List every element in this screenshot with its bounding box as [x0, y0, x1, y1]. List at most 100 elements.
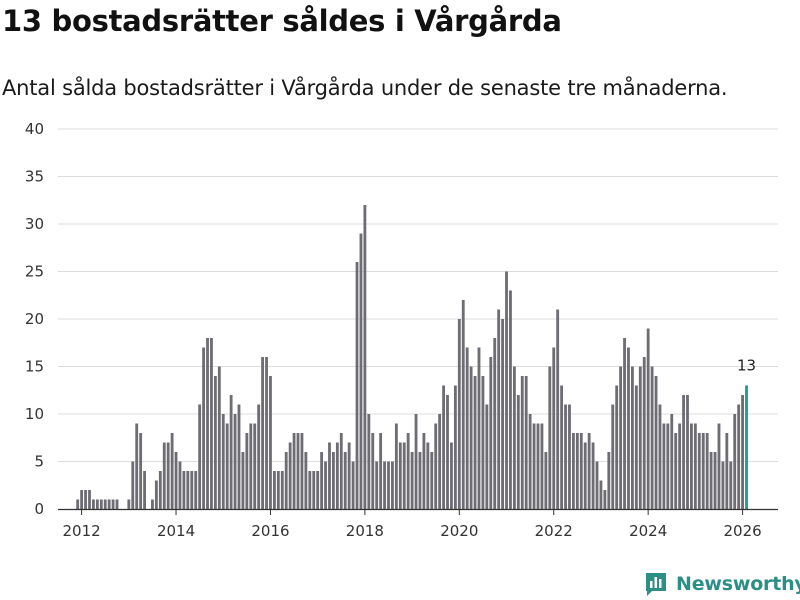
bar-79 [387, 461, 390, 509]
bar-53 [284, 452, 288, 509]
bar-136 [611, 404, 615, 509]
bar-56 [296, 433, 300, 509]
bar-170 [745, 385, 748, 509]
bar-67 [339, 433, 343, 509]
bar-19 [151, 499, 154, 509]
bar-4 [92, 499, 95, 509]
bar-164 [721, 461, 725, 509]
bar-119 [544, 452, 548, 509]
bar-30 [194, 471, 198, 509]
y-tick-label-15: 15 [25, 358, 44, 376]
bar-21 [158, 471, 162, 509]
bar-59 [308, 471, 312, 509]
bar-25 [174, 452, 178, 509]
y-tick-label-0: 0 [34, 500, 44, 518]
bar-94 [446, 395, 449, 509]
bar-series [76, 205, 748, 509]
x-tick-label-2012: 2012 [63, 522, 101, 540]
bar-0 [76, 499, 80, 509]
bar-153 [678, 423, 682, 509]
bar-17 [143, 471, 146, 509]
x-tick-label-2020: 2020 [440, 522, 478, 540]
bar-127 [575, 433, 579, 509]
bar-116 [532, 423, 536, 509]
bar-145 [646, 328, 650, 509]
bar-14 [131, 461, 135, 509]
bar-72 [359, 233, 363, 509]
bar-155 [686, 395, 689, 509]
bar-35 [213, 376, 217, 509]
bar-50 [272, 471, 276, 509]
bar-26 [178, 461, 182, 509]
x-tick-label-2022: 2022 [535, 522, 573, 540]
bar-32 [202, 347, 206, 509]
bar-6 [99, 499, 103, 509]
bar-82 [398, 442, 402, 509]
y-axis: 0 5 10 15 20 25 30 35 40 [25, 120, 44, 518]
bar-135 [607, 452, 611, 509]
bar-142 [634, 385, 638, 509]
bar-126 [571, 433, 575, 509]
bar-165 [725, 433, 729, 509]
bar-121 [552, 347, 556, 509]
bar-150 [666, 423, 670, 509]
bar-90 [430, 452, 434, 509]
bar-118 [540, 423, 544, 509]
bar-8 [107, 499, 111, 509]
bar-34 [210, 338, 213, 509]
bar-149 [662, 423, 666, 509]
bar-163 [717, 423, 721, 509]
bar-98 [461, 300, 465, 509]
chart-subtitle: Antal sålda bostadsrätter i Vårgårda und… [2, 76, 728, 100]
bar-138 [619, 366, 623, 509]
bar-144 [642, 357, 646, 509]
bar-117 [536, 423, 540, 509]
bar-10 [115, 499, 119, 509]
bar-137 [615, 385, 619, 509]
bar-83 [402, 442, 406, 509]
bar-91 [434, 423, 438, 509]
x-tick-label-2026: 2026 [723, 522, 761, 540]
bar-45 [253, 423, 257, 509]
bar-89 [426, 442, 430, 509]
bar-33 [206, 338, 209, 509]
x-tick-label-2024: 2024 [629, 522, 667, 540]
bar-113 [520, 376, 524, 509]
bar-105 [489, 357, 493, 509]
bar-65 [331, 452, 335, 509]
bar-147 [654, 376, 658, 509]
gridlines [58, 128, 778, 462]
bar-52 [280, 471, 284, 509]
bar-103 [481, 376, 485, 509]
bar-106 [493, 338, 497, 509]
y-tick-label-30: 30 [25, 215, 44, 233]
bar-37 [221, 414, 225, 509]
y-tick-label-25: 25 [25, 263, 44, 281]
bar-161 [709, 452, 713, 509]
bar-3 [88, 490, 91, 509]
y-tick-label-20: 20 [25, 310, 44, 328]
bar-168 [737, 404, 741, 509]
bar-130 [587, 433, 591, 509]
bar-2 [84, 490, 87, 509]
bar-143 [638, 366, 642, 509]
bar-68 [343, 452, 347, 509]
bar-78 [383, 461, 386, 509]
bar-77 [379, 433, 383, 509]
bar-chart-logo-icon [646, 573, 666, 596]
bar-128 [579, 433, 583, 509]
bar-151 [670, 414, 674, 509]
bar-71 [355, 262, 359, 509]
y-tick-label-40: 40 [25, 120, 44, 138]
bar-55 [292, 433, 296, 509]
bar-159 [701, 433, 705, 509]
bar-86 [414, 414, 418, 509]
bar-146 [650, 366, 654, 509]
bar-96 [453, 385, 457, 509]
x-tick-label-2014: 2014 [157, 522, 195, 540]
bar-131 [591, 442, 595, 509]
bar-152 [674, 433, 678, 509]
bar-70 [351, 461, 355, 509]
bar-166 [729, 461, 733, 509]
